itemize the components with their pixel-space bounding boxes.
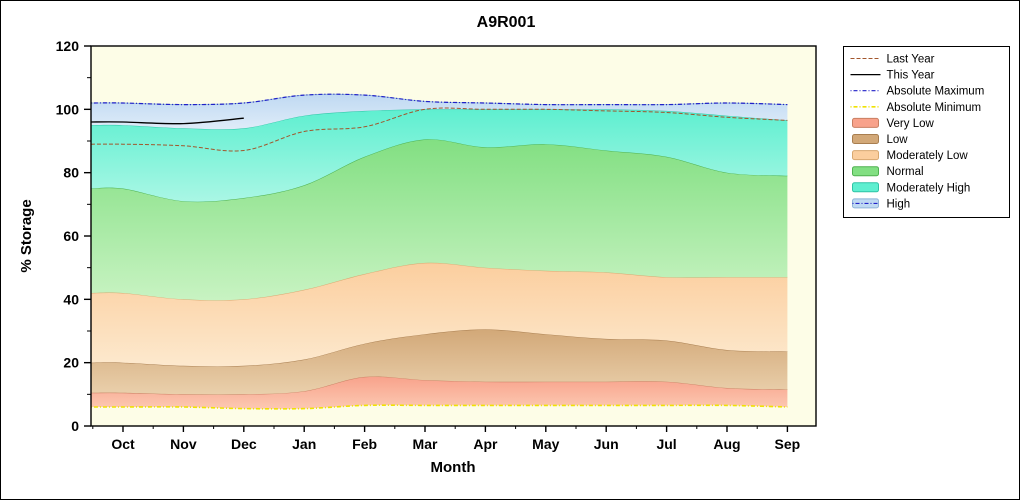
legend-item-this-year: This Year [850,70,935,82]
axes: 0 20 40 60 80 100 120 Oct Nov Dec Jan Feb Mar Apr May J… [56,38,817,452]
y-tick-label: 20 [63,355,79,371]
legend-item-low: Low [852,134,909,146]
y-tick-label: 100 [56,101,80,117]
band-normal [91,139,788,301]
legend-sample-moderately-high [852,182,879,193]
legend-item-very-low: Very Low [852,117,935,130]
legend-label: High [887,198,911,210]
line-last-year [91,107,788,152]
legend-label: This Year [887,70,935,82]
legend-label: Absolute Minimum [887,102,982,114]
legend-label: Normal [887,166,924,178]
legend-item-moderately-low: Moderately Low [852,150,969,162]
legend-label: Moderately High [887,182,971,194]
x-axis-title: Month [431,459,476,476]
x-tick-label: Sep [775,436,801,452]
band-moderately-high [91,109,788,202]
y-tick-label: 80 [63,165,79,181]
x-tick-label: Mar [413,436,438,452]
band-low [91,329,788,395]
legend-sample-very-low [852,117,879,128]
y-tick-label: 60 [63,228,79,244]
legend-sample-low [852,134,879,144]
legend-item-high: High [852,198,911,210]
legend-label: Moderately Low [887,150,969,162]
line-this-year [91,117,244,125]
x-tick-label: Apr [473,436,498,452]
x-tick-label: Jul [656,436,676,452]
x-tick-label: Oct [111,436,135,452]
y-tick-label: 120 [56,38,80,54]
line-absolute-maximum [91,93,788,106]
legend-label: Low [887,134,909,146]
y-axis-title: % Storage [18,199,35,272]
x-tick-label: Nov [170,436,197,452]
legend-item-absolute-maximum: Absolute Maximum [850,86,985,98]
legend-item-absolute-minimum: Absolute Minimum [850,102,982,114]
legend-label: Absolute Maximum [887,86,985,98]
legend: Last Year This Year Absolute Maximum Absolu… [843,46,1010,218]
legend-label: Very Low [887,118,935,130]
legend-sample-normal [852,166,879,177]
legend-label: Last Year [887,54,935,66]
x-tick-label: Jun [594,436,619,452]
y-tick-label: 40 [63,291,79,307]
band-very-low [91,376,788,409]
x-tick-label: Jan [292,436,316,452]
band-moderately-low [91,262,788,367]
chart-title: A9R001 [477,14,536,31]
x-tick-label: Dec [231,436,257,452]
band-high [91,94,788,130]
y-tick-label: 0 [71,418,79,434]
x-tick-label: Aug [713,436,740,452]
plot-area [91,46,816,426]
legend-item-last-year: Last Year [850,54,935,66]
legend-item-moderately-high: Moderately High [852,182,971,194]
legend-sample-moderately-low [852,150,879,161]
x-tick-label: May [532,436,559,452]
legend-item-normal: Normal [852,166,924,178]
x-tick-label: Feb [352,436,377,452]
